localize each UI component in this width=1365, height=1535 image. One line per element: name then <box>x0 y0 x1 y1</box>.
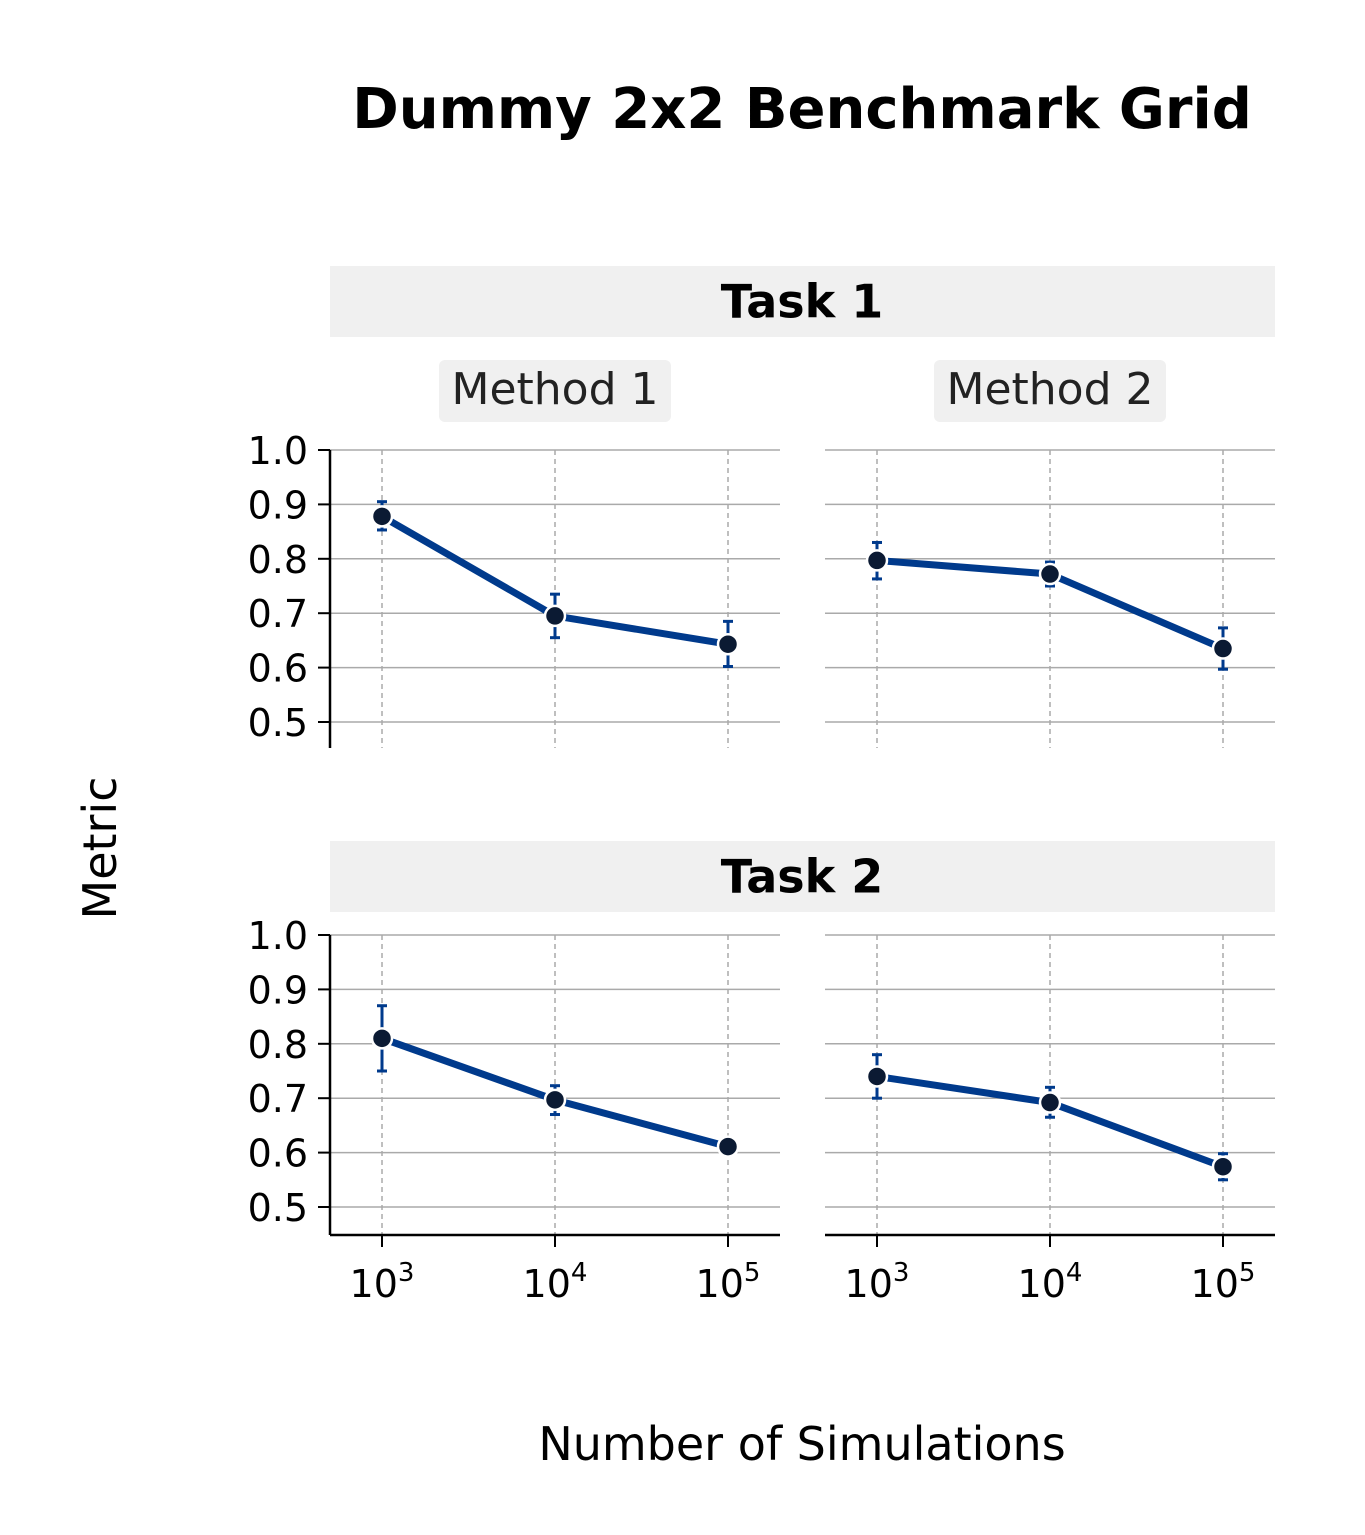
data-point <box>370 505 394 528</box>
y-tick-label: 1.0 <box>248 914 308 958</box>
y-tick-label: 0.9 <box>248 483 308 527</box>
data-point <box>370 1027 394 1050</box>
column-title-box <box>934 360 1166 422</box>
y-axis-label: Metric <box>73 776 127 919</box>
x-tick-label: 104 <box>523 1258 588 1306</box>
x-tick-label: 103 <box>845 1258 910 1306</box>
data-point <box>543 1088 567 1112</box>
y-tick-label: 0.6 <box>248 1132 308 1176</box>
y-tick-label: 0.7 <box>248 592 308 636</box>
column-title: Method 1 <box>451 364 658 415</box>
figure-title: Dummy 2x2 Benchmark Grid <box>352 77 1252 142</box>
y-tick-label: 1.0 <box>248 429 308 473</box>
y-tick-label: 0.5 <box>248 1186 308 1230</box>
panel-grid: Method 1 Method 2 Task 1 0.5 0.6 0.7 0.8 0.9 1.0… <box>248 266 1275 1306</box>
data-point <box>1211 637 1235 660</box>
x-tick-label: 105 <box>1191 1258 1256 1306</box>
column-title: Method 2 <box>946 364 1153 415</box>
y-tick-label: 0.7 <box>248 1077 308 1121</box>
data-point <box>716 632 740 656</box>
data-point <box>716 1135 740 1158</box>
data-point <box>865 549 889 572</box>
x-tick-label: 105 <box>696 1258 761 1306</box>
data-point <box>865 1065 889 1088</box>
y-tick-label: 0.5 <box>248 701 308 745</box>
data-point <box>1038 562 1062 586</box>
y-tick-label: 0.6 <box>248 647 308 691</box>
data-point <box>1038 1091 1062 1114</box>
task-header: Task 2 <box>721 850 883 904</box>
data-point <box>543 604 567 628</box>
data-point <box>1211 1155 1235 1178</box>
task-header: Task 1 <box>721 275 883 329</box>
y-tick-label: 0.8 <box>248 1023 308 1067</box>
task-header-band <box>330 841 1275 912</box>
y-tick-label: 0.8 <box>248 538 308 582</box>
column-title-box <box>439 360 671 422</box>
x-tick-label: 103 <box>350 1258 415 1306</box>
y-tick-label: 0.9 <box>248 968 308 1012</box>
x-tick-label: 104 <box>1018 1258 1083 1306</box>
x-axis-label: Number of Simulations <box>538 1417 1065 1471</box>
task-header-band <box>330 266 1275 337</box>
